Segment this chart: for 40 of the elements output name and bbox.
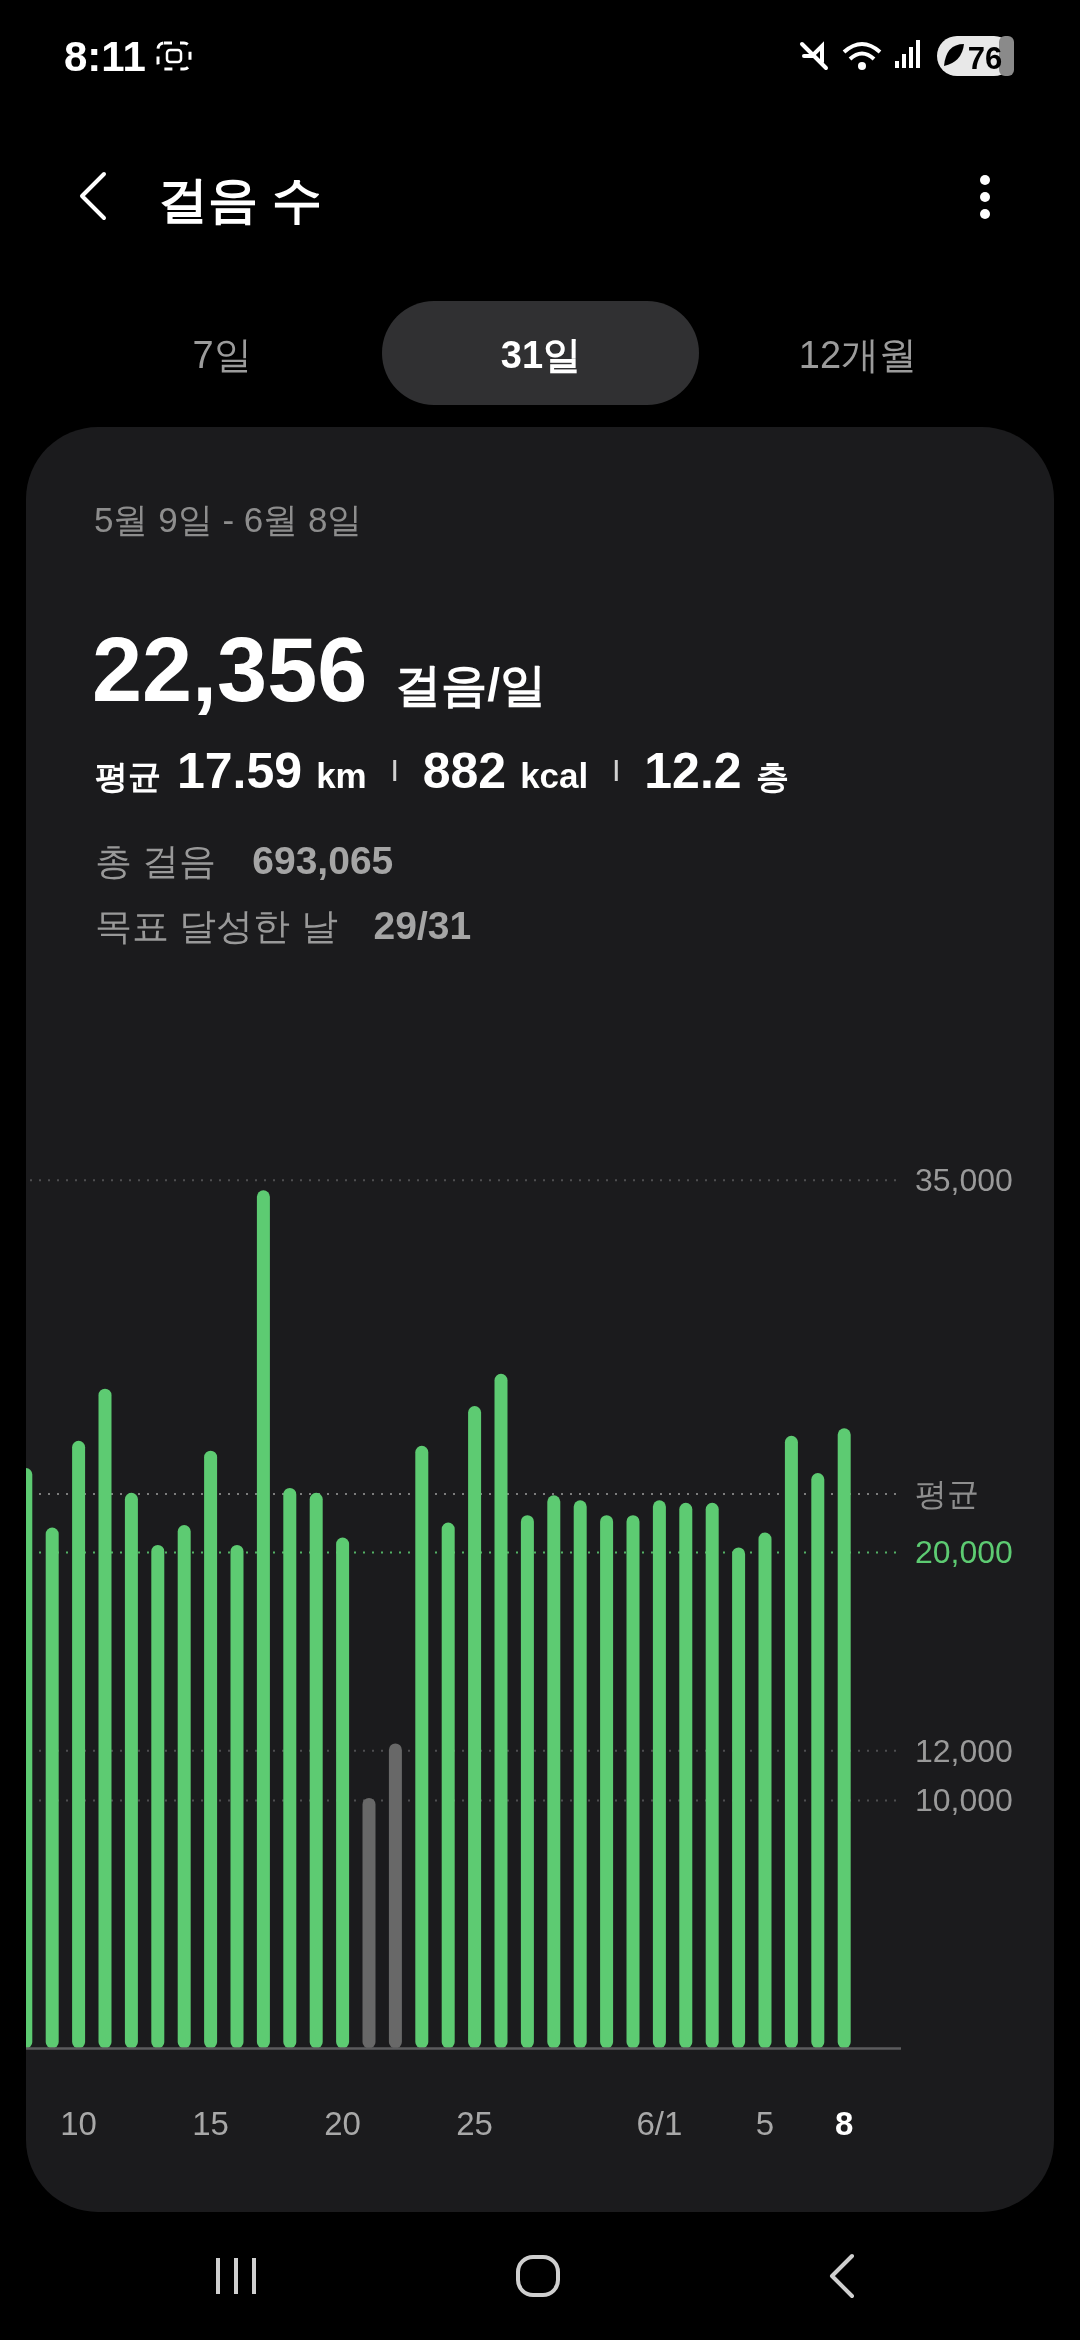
text: 693,065 [252,839,394,882]
text: kcal [520,756,589,795]
text: 8:11 [64,33,146,80]
ref-line-label: 20,000 [915,1534,1013,1571]
x-tick-label: 15 [192,2105,229,2142]
bar [415,1445,429,2049]
bar [811,1473,825,2049]
text: 29/31 [373,904,472,947]
x-tick-label: 5 [755,2105,775,2142]
ref-line-label: 평균 [915,1475,979,1512]
text: km [316,756,367,795]
text: 12.2 [644,743,742,799]
text: 목표 달성한 날 [95,906,338,947]
text: 882 [422,743,507,799]
text: 17.59 [177,743,303,799]
bar [441,1522,455,2049]
bar [837,1428,851,2049]
x-tick-label: 10 [60,2105,97,2142]
bar [784,1435,798,2049]
x-tick-label: 8 [835,2105,854,2142]
y-tick-label: 10,000 [915,1782,1013,1819]
text: 76 [967,41,1003,76]
x-tick-label: 20 [324,2105,361,2142]
bar [45,1527,59,2049]
chart-title: 걸음 수 [158,172,322,228]
y-tick-label: 35,000 [915,1162,1013,1199]
text: 5월 9일 - 6월 8일 [94,500,363,539]
text: 12개월 [798,334,918,376]
text: 22,356 [92,620,368,720]
bar [336,1537,350,2049]
text: 층 [755,758,789,795]
text: 걸음/일 [395,659,547,711]
y-tick-label: 12,000 [915,1732,1013,1769]
text: 31일 [500,334,582,376]
text: 총 걸음 [95,841,217,882]
bar [758,1532,772,2049]
x-tick-label: 6/1 [636,2105,683,2142]
text: 7일 [192,334,252,376]
x-tick-label: 25 [456,2105,493,2142]
text: 평균 [95,758,161,795]
